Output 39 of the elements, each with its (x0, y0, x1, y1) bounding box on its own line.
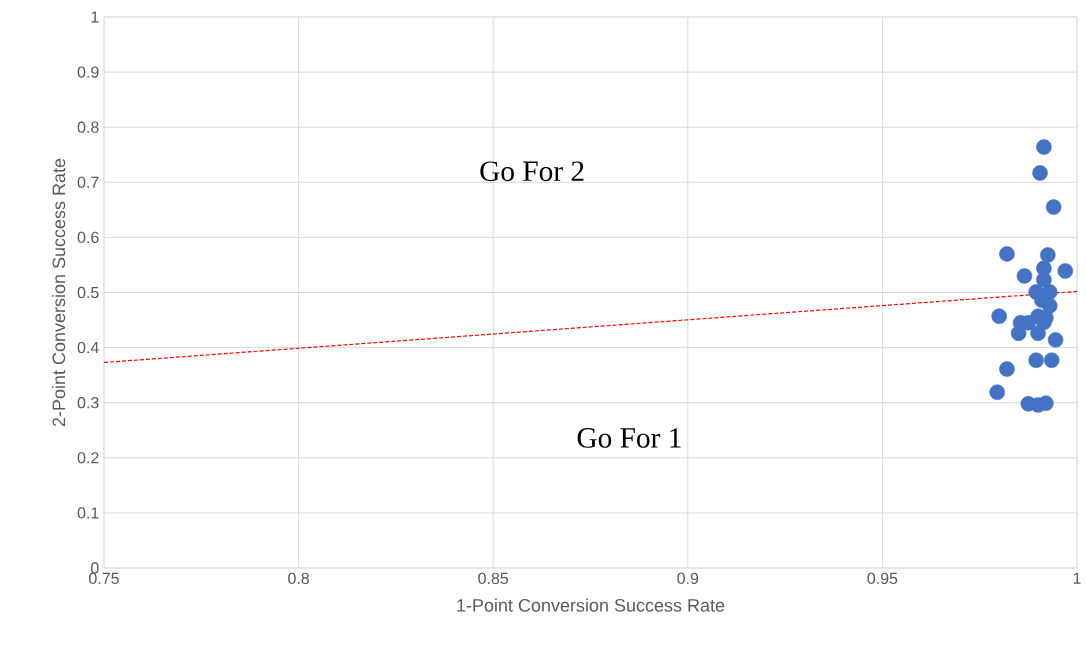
point (1057, 263, 1074, 279)
point (991, 308, 1007, 324)
x-tick-label: 0.95 (867, 572, 898, 585)
y-tick-label: 0.8 (77, 121, 99, 133)
annotation: Go For 2 (480, 161, 584, 182)
y-tick-label: 0.3 (77, 397, 99, 409)
point (1047, 332, 1064, 348)
x-tick-label: 0.75 (89, 572, 119, 585)
y-tick-label: 0.9 (77, 66, 99, 78)
point (1030, 325, 1046, 341)
y-tick-label: 0.6 (77, 231, 99, 244)
point (1010, 325, 1027, 341)
x-axis-title: 1-Point Conversion Success Rate (457, 598, 725, 612)
annotation: Go For 1 (577, 428, 681, 448)
point (1045, 199, 1062, 215)
y-axis-title: 2-Point Conversion Success Rate (52, 158, 66, 427)
y-tick-label: 1 (91, 11, 99, 23)
y-tick-label: 0.1 (77, 507, 99, 519)
y-tick-label: 0.4 (77, 341, 99, 354)
x-tick-label: 0.8 (288, 572, 310, 585)
point (1016, 268, 1033, 284)
x-tick-label: 0.85 (478, 572, 509, 585)
point (1036, 272, 1052, 288)
point (989, 384, 1005, 400)
x-tick-label: 0.9 (677, 572, 699, 585)
y-tick-label: 0 (91, 562, 99, 574)
point (1043, 352, 1060, 368)
point (1032, 165, 1048, 181)
x-tick-label: 1 (1073, 572, 1081, 584)
y-tick-label: 0.5 (77, 286, 99, 299)
y-tick-label: 0.2 (77, 452, 99, 464)
point (1040, 247, 1056, 263)
y-tick-label: 0.7 (77, 176, 99, 188)
point (999, 246, 1015, 262)
point (999, 361, 1015, 377)
point (1038, 395, 1054, 411)
point (1042, 297, 1058, 314)
point (1028, 352, 1044, 368)
point (1036, 139, 1052, 155)
